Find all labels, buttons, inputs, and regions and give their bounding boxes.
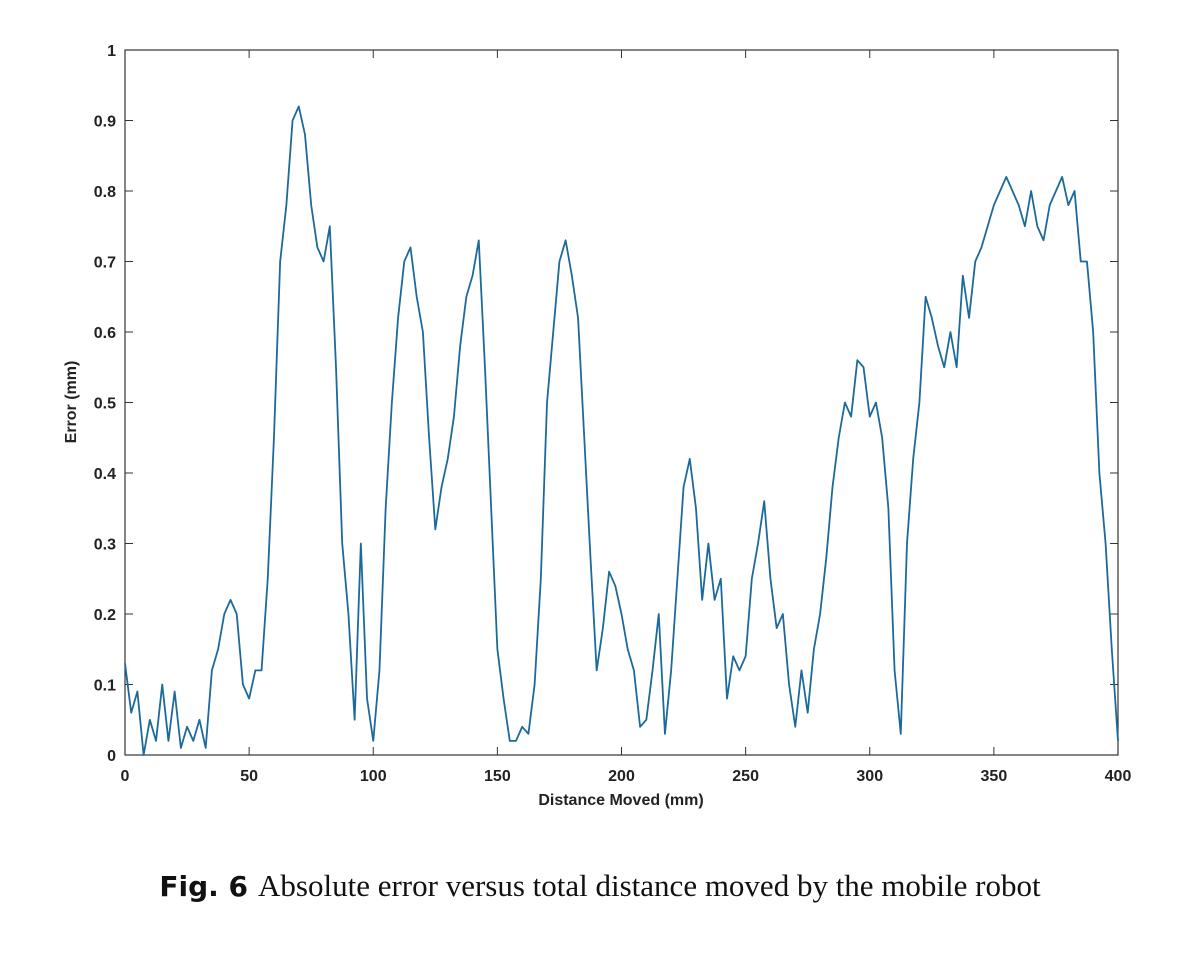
x-axis-label: Distance Moved (mm) (538, 792, 703, 809)
y-tick-label: 0.7 (94, 255, 116, 272)
x-tick-label: 250 (732, 768, 759, 785)
x-tick-label: 100 (360, 768, 387, 785)
y-tick-label: 0.5 (94, 396, 116, 413)
y-tick-label: 0.1 (94, 678, 116, 695)
y-tick-label: 1 (107, 43, 116, 60)
x-tick-label: 0 (121, 768, 130, 785)
y-tick-label: 0.6 (94, 325, 116, 342)
x-tick-label: 400 (1105, 768, 1132, 785)
caption-label: Fig. 6 (159, 870, 249, 903)
plot-frame (124, 49, 1119, 756)
chart: Distance Moved (mm) Error (mm) 0 0.1 0.2 0.… (63, 43, 1132, 809)
data-line (124, 105, 1119, 756)
y-axis-label: Error (mm) (63, 361, 80, 444)
y-tick-label: 0 (107, 748, 116, 765)
y-tick-label: 0.2 (94, 607, 116, 624)
x-tick-label: 200 (608, 768, 635, 785)
x-tick-label: 150 (484, 768, 511, 785)
x-tick-label: 350 (981, 768, 1008, 785)
caption: Fig. 6 Absolute error versus total distan… (0, 868, 1200, 904)
y-tick-label: 0.3 (94, 537, 116, 554)
y-tick-label: 0.8 (94, 184, 116, 201)
x-tick-label: 300 (856, 768, 883, 785)
y-tick-label: 0.9 (94, 114, 116, 131)
caption-text: Absolute error versus total distance mov… (258, 868, 1041, 903)
x-tick-label: 50 (240, 768, 258, 785)
y-tick-label: 0.4 (94, 466, 116, 483)
